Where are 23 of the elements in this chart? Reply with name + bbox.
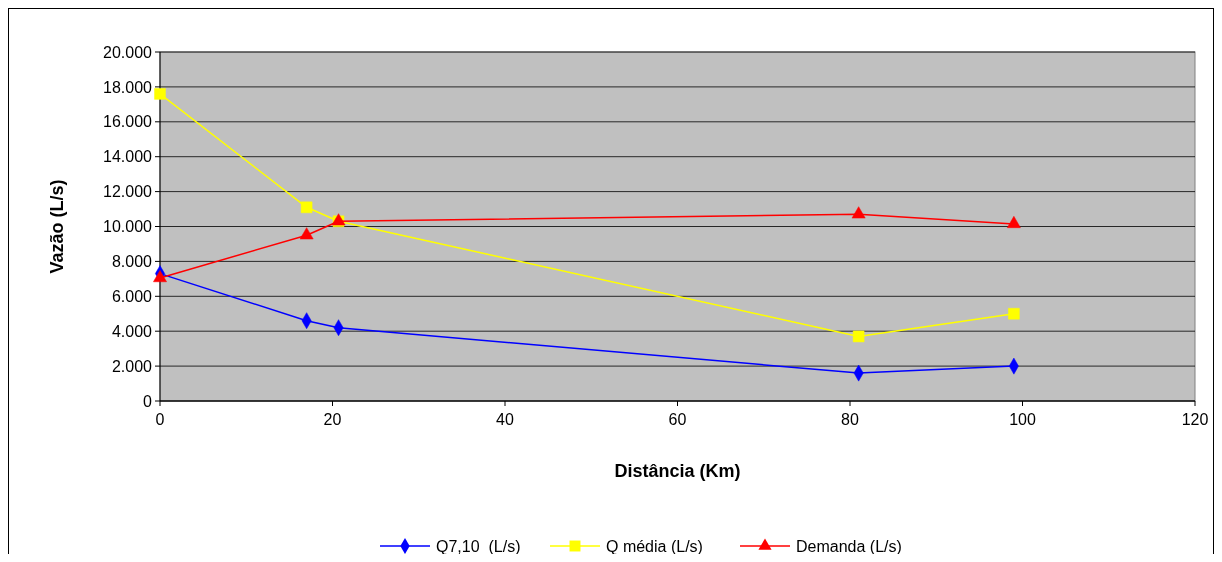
legend-label: Q7,10 (L/s) [436,537,521,555]
y-tick-label: 16.000 [103,113,153,131]
y-tick-label: 14.000 [103,148,153,166]
x-axis-title: Distância (Km) [614,461,741,481]
y-axis-title: Vazão (L/s) [47,179,67,274]
x-tick-label: 20 [323,411,342,428]
y-tick-label: 0 [143,392,153,410]
y-tick-label: 6.000 [111,287,153,305]
x-tick-label: 40 [496,411,514,428]
y-tick-label: 10.000 [103,218,153,236]
x-tick-label: 0 [155,411,165,428]
legend-label: Q média (L/s) [606,537,703,555]
y-tick-label: 18.000 [103,78,153,96]
y-tick-label: 8.000 [111,253,153,270]
legend-label: Demanda (L/s) [796,537,902,555]
y-tick-label: 20.000 [103,43,153,61]
x-tick-label: 60 [668,411,687,428]
x-tick-label: 120 [1181,411,1209,428]
y-tick-label: 12.000 [103,183,153,201]
y-tick-label: 2.000 [111,357,153,375]
y-tick-label: 4.000 [111,322,153,340]
x-tick-label: 80 [841,411,859,428]
x-tick-label: 100 [1009,411,1036,428]
